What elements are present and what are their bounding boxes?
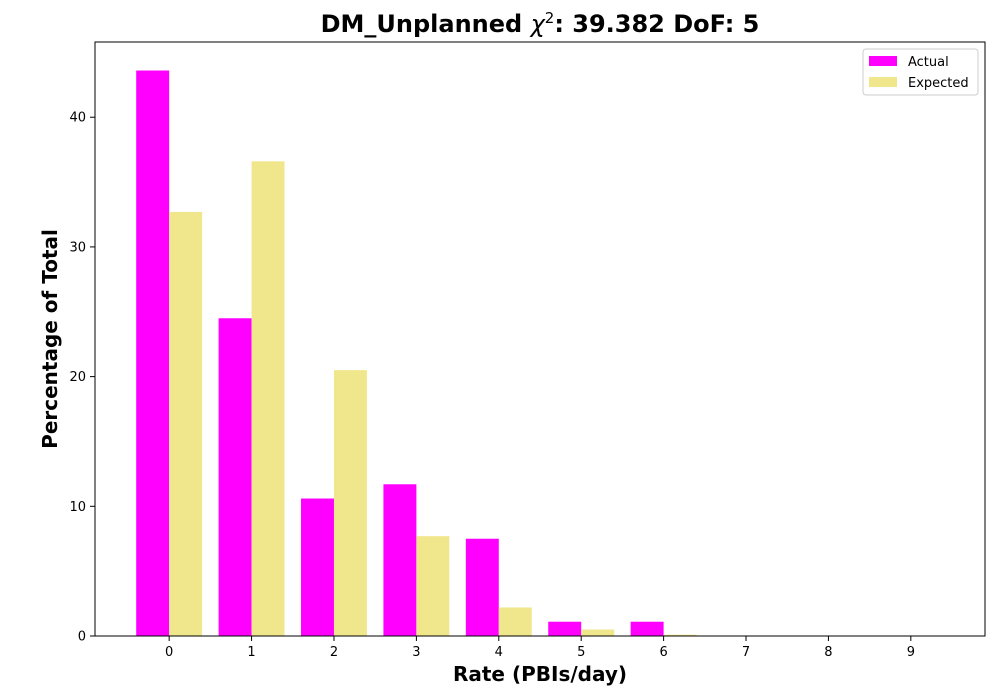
x-tick-label: 1: [247, 645, 255, 660]
y-tick-label: 20: [69, 370, 86, 385]
bar-expected-5: [581, 629, 615, 636]
x-axis-title: Rate (PBIs/day): [453, 662, 627, 686]
legend-swatch-actual: [869, 56, 897, 66]
legend: Actual Expected: [862, 48, 979, 96]
bar-actual-2: [301, 498, 334, 636]
bar-actual-4: [465, 538, 499, 636]
bar-actual-3: [383, 484, 417, 636]
bar-expected-1: [251, 161, 285, 636]
y-tick-label: 30: [69, 240, 86, 255]
bar-expected-0: [169, 211, 203, 636]
x-tick-label: 6: [659, 645, 667, 660]
x-tick-label: 0: [165, 645, 173, 660]
chart-title: DM_Unplanned χ2: 39.382 DoF: 5: [321, 9, 760, 38]
bar-expected-6: [663, 634, 697, 636]
bar-actual-1: [218, 318, 252, 636]
legend-swatch-expected: [869, 77, 897, 87]
x-tick-label: 2: [330, 645, 338, 660]
plot-frame: [94, 41, 986, 637]
bar-expected-3: [416, 536, 450, 636]
bar-expected-2: [333, 370, 367, 636]
x-tick-label: 8: [824, 645, 832, 660]
bars-group: [136, 70, 697, 636]
x-tick-label: 9: [907, 645, 915, 660]
y-tick-label: 10: [69, 500, 86, 515]
legend-label-expected: Expected: [908, 76, 969, 91]
y-axis: 0 10 20 30 40: [69, 111, 95, 645]
y-axis-title: Percentage of Total: [38, 229, 62, 449]
y-tick-label: 0: [78, 630, 86, 645]
x-tick-label: 7: [742, 645, 750, 660]
bar-actual-5: [548, 621, 582, 636]
bar-expected-4: [498, 607, 532, 636]
x-axis: 0 1 2 3 4 5 6 7 8 9: [165, 636, 915, 660]
chi-symbol: χ: [529, 10, 546, 38]
x-tick-label: 5: [577, 645, 585, 660]
chi-exponent: 2: [545, 9, 555, 27]
legend-label-actual: Actual: [908, 55, 949, 70]
y-tick-label: 40: [69, 111, 86, 126]
bar-actual-6: [630, 621, 664, 636]
bar-actual-0: [136, 70, 170, 636]
x-tick-label: 3: [412, 645, 420, 660]
x-tick-label: 4: [495, 645, 503, 660]
